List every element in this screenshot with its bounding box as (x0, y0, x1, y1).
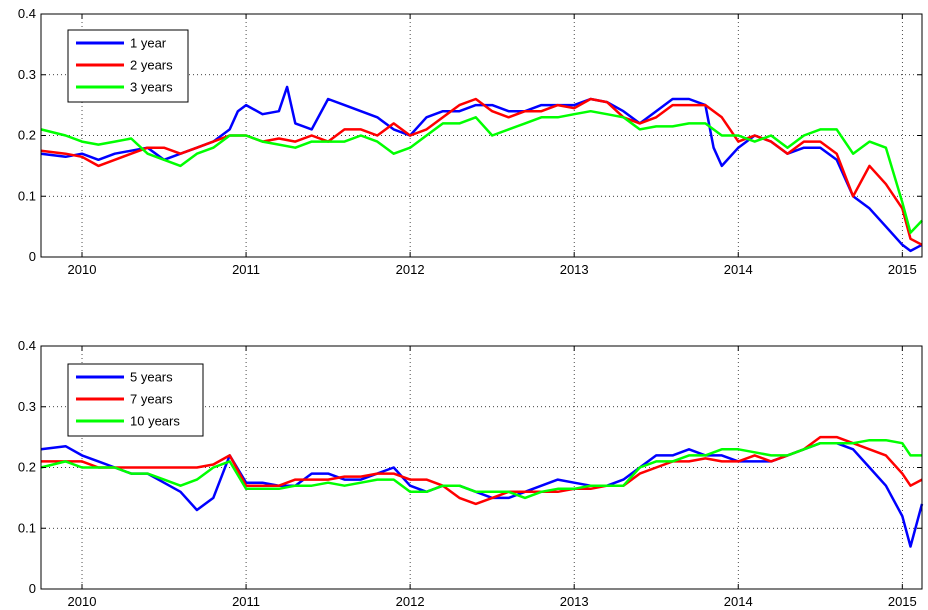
chart-1-xtick-label-3: 2013 (560, 594, 589, 609)
chart-1-xtick-label-0: 2010 (68, 594, 97, 609)
chart-1-ytick-label-4: 0.4 (18, 338, 36, 353)
chart-0-series-2-line (40, 109, 923, 234)
chart-0-legend: 1 year 2 years 3 years (67, 29, 189, 103)
chart-0-ytick-label-3: 0.3 (18, 67, 36, 82)
chart-0-legend-label-0: 1 year (130, 36, 167, 51)
chart-0-xtick-label-1: 2011 (232, 262, 260, 277)
chart-0-series-1-line (40, 97, 923, 246)
chart-1-ytick-label-1: 0.1 (18, 520, 36, 535)
chart-1-xtick-label-1: 2011 (232, 594, 260, 609)
chart-0-ytick-label-4: 0.4 (18, 6, 36, 21)
chart-0-xtick-label-5: 2015 (888, 262, 917, 277)
chart-1-xtick-label-4: 2014 (724, 594, 753, 609)
chart-0-ytick-label-1: 0.1 (18, 188, 36, 203)
chart-0-xtick-label-2: 2012 (396, 262, 425, 277)
chart-panel-bottom: 2010 2011 2012 2013 2014 2015 0 0.1 0.2 0.3 0.4 5 y… (18, 338, 924, 609)
chart-1-legend-label-2: 10 years (130, 414, 180, 429)
chart-1-legend: 5 years 7 years 10 years (67, 363, 204, 437)
chart-0-ytick-label-0: 0 (29, 249, 36, 264)
chart-0-xtick-label-4: 2014 (724, 262, 753, 277)
chart-0-xtick-label-3: 2013 (560, 262, 589, 277)
chart-1-ytick-label-0: 0 (29, 581, 36, 596)
chart-1-legend-label-1: 7 years (130, 392, 173, 407)
chart-1-xtick-label-5: 2015 (888, 594, 917, 609)
chart-0-legend-label-1: 2 years (130, 58, 173, 73)
chart-1-xtick-label-2: 2012 (396, 594, 425, 609)
chart-1-ytick-label-3: 0.3 (18, 399, 36, 414)
chart-0-ytick-label-2: 0.2 (18, 128, 36, 143)
chart-1-ytick-label-2: 0.2 (18, 460, 36, 475)
chart-1-series-2-line (40, 438, 922, 500)
chart-0-legend-label-2: 3 years (130, 80, 173, 95)
chart-panel-top: 2010 2011 2012 2013 2014 2015 0 0.1 0.2 0.3 0.4 1 y… (18, 6, 923, 277)
chart-0-xtick-label-0: 2010 (68, 262, 97, 277)
chart-1-legend-label-0: 5 years (130, 370, 173, 385)
